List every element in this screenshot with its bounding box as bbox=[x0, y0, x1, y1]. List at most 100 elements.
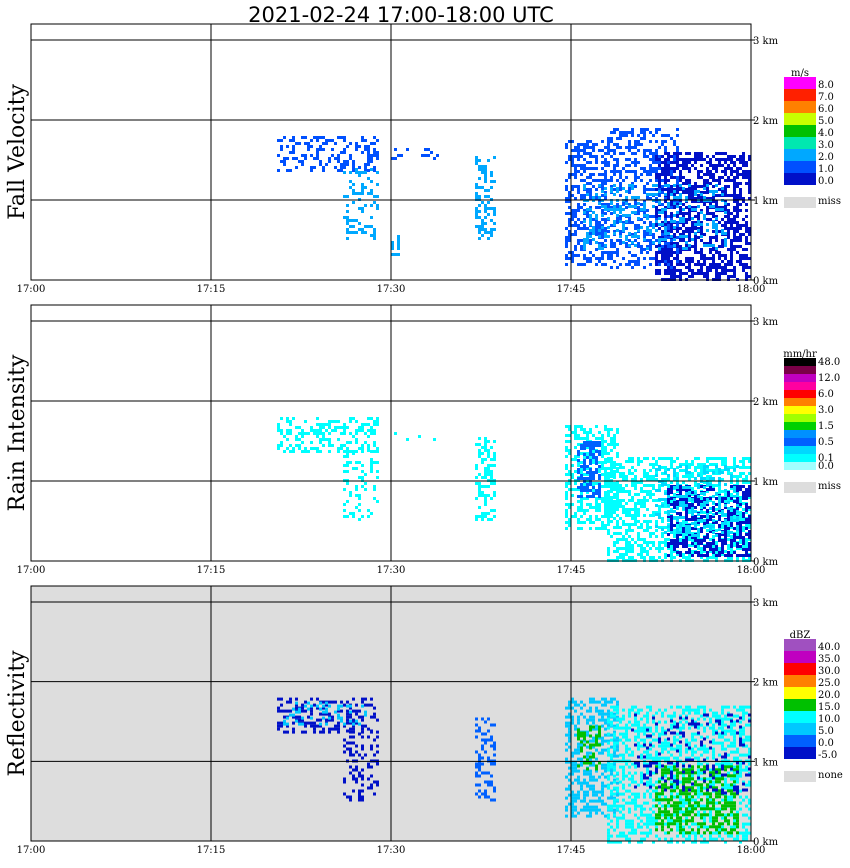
echo-cell bbox=[748, 457, 751, 460]
echo-cell bbox=[613, 251, 616, 254]
echo-cell bbox=[649, 490, 652, 493]
echo-cell bbox=[613, 437, 616, 440]
echo-cell bbox=[391, 253, 394, 256]
echo-cell bbox=[574, 727, 577, 731]
echo-cell bbox=[685, 463, 688, 466]
echo-cell bbox=[343, 166, 346, 169]
echo-cell bbox=[484, 204, 487, 207]
echo-cell bbox=[745, 481, 748, 484]
echo-cell bbox=[658, 484, 661, 487]
echo-cell bbox=[607, 206, 610, 209]
echo-cell bbox=[673, 474, 676, 477]
echo-cell bbox=[649, 526, 652, 529]
echo-cell bbox=[337, 709, 340, 713]
echo-cell bbox=[370, 450, 373, 453]
echo-cell bbox=[655, 184, 658, 187]
echo-cell bbox=[346, 704, 349, 708]
echo-cell bbox=[727, 531, 730, 534]
echo-cell bbox=[694, 527, 697, 530]
echo-cell bbox=[715, 508, 718, 511]
echo-cell bbox=[625, 238, 628, 241]
echo-cell bbox=[727, 260, 730, 263]
echo-cell bbox=[301, 432, 304, 435]
echo-cell bbox=[718, 152, 721, 155]
echo-cell bbox=[322, 166, 325, 169]
echo-cell bbox=[319, 701, 322, 705]
echo-cell bbox=[610, 711, 613, 715]
echo-cell bbox=[715, 190, 718, 193]
echo-cell bbox=[658, 227, 661, 230]
echo-cell bbox=[610, 176, 613, 179]
echo-cell bbox=[580, 509, 583, 512]
echo-cell bbox=[673, 468, 676, 471]
echo-cell bbox=[355, 709, 358, 713]
echo-cell bbox=[673, 190, 676, 193]
y-tick-label: 2 km bbox=[753, 116, 779, 127]
echo-cell bbox=[298, 447, 301, 450]
echo-cell bbox=[709, 518, 712, 521]
echo-cell bbox=[604, 179, 607, 182]
echo-cell bbox=[661, 161, 664, 164]
echo-cell bbox=[343, 464, 346, 467]
echo-cell bbox=[652, 475, 655, 478]
echo-cell bbox=[595, 456, 598, 459]
echo-cell bbox=[601, 452, 604, 455]
echo-cell bbox=[625, 202, 628, 205]
echo-cell bbox=[361, 207, 364, 210]
echo-cell bbox=[586, 212, 589, 215]
echo-cell bbox=[682, 235, 685, 238]
echo-cell bbox=[598, 441, 601, 444]
echo-cell bbox=[616, 254, 619, 257]
echo-cell bbox=[721, 260, 724, 263]
echo-cell bbox=[703, 158, 706, 161]
echo-cell bbox=[667, 457, 670, 460]
echo-cell bbox=[583, 796, 586, 800]
echo-cell bbox=[574, 796, 577, 800]
echo-cell bbox=[607, 460, 610, 463]
echo-cell bbox=[346, 447, 349, 450]
echo-cell bbox=[748, 155, 751, 158]
echo-cell bbox=[610, 457, 613, 460]
echo-cell bbox=[613, 173, 616, 176]
echo-cell bbox=[619, 502, 622, 505]
echo-cell bbox=[373, 166, 376, 169]
echo-cell bbox=[577, 778, 580, 782]
echo-cell bbox=[691, 460, 694, 463]
echo-cell bbox=[730, 499, 733, 502]
echo-cell bbox=[583, 755, 586, 759]
echo-cell bbox=[646, 472, 649, 475]
echo-cell bbox=[712, 471, 715, 474]
echo-cell bbox=[340, 444, 343, 447]
echo-cell bbox=[361, 727, 364, 731]
echo-cell bbox=[331, 139, 334, 142]
echo-cell bbox=[718, 188, 721, 191]
echo-cell bbox=[691, 260, 694, 263]
echo-cell bbox=[652, 170, 655, 173]
echo-cell bbox=[352, 722, 355, 726]
echo-cell bbox=[601, 449, 604, 452]
echo-cell bbox=[715, 503, 718, 506]
echo-cell bbox=[601, 140, 604, 143]
echo-cell bbox=[658, 511, 661, 514]
echo-cell bbox=[355, 750, 358, 754]
echo-cell bbox=[577, 781, 580, 785]
echo-cell bbox=[595, 700, 598, 704]
echo-cell bbox=[592, 211, 595, 214]
echo-cell bbox=[358, 166, 361, 169]
echo-cell bbox=[478, 473, 481, 476]
echo-cell bbox=[355, 432, 358, 435]
echo-cell bbox=[670, 191, 673, 194]
echo-cell bbox=[736, 245, 739, 248]
echo-cell bbox=[625, 547, 628, 550]
echo-cell bbox=[607, 467, 610, 470]
echo-cell bbox=[664, 257, 667, 260]
echo-cell bbox=[679, 184, 682, 187]
echo-cell bbox=[322, 142, 325, 145]
echo-cell bbox=[373, 444, 376, 447]
echo-cell bbox=[619, 505, 622, 508]
echo-cell bbox=[640, 478, 643, 481]
echo-cell bbox=[685, 506, 688, 509]
echo-cell bbox=[703, 272, 706, 275]
echo-cell bbox=[613, 158, 616, 161]
echo-cell bbox=[490, 723, 493, 727]
